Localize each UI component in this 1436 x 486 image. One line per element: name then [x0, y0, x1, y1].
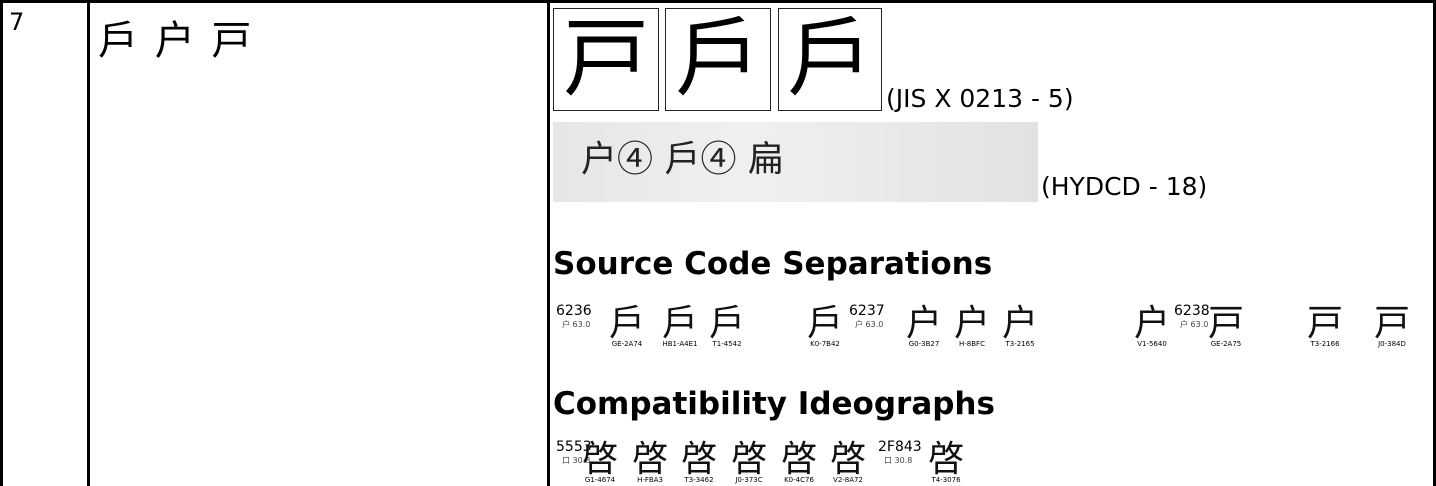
glyph-source: J0-373C [735, 476, 763, 484]
glyph-source: H-FBA3 [637, 476, 663, 484]
glyph: 啓 [927, 439, 965, 480]
group-radical: 口 30.8 [884, 456, 913, 465]
group-radical: 户 63.0 [855, 320, 884, 329]
glyph: 啓 [730, 439, 768, 480]
glyph-source: G0-3B27 [908, 340, 940, 348]
group-radical: 户 63.0 [1180, 320, 1209, 329]
glyph: 户 [1001, 303, 1039, 344]
glyph: 啓 [631, 439, 669, 480]
row-number: 7 [9, 8, 25, 36]
group-code: 6236 [556, 303, 592, 319]
glyph-source: HB1-A4E1 [662, 340, 698, 348]
glyph: 啓 [680, 439, 718, 480]
glyph: 戶 [608, 303, 646, 344]
glyph-source: T1-4542 [712, 340, 742, 348]
glyph-source: GE-2A74 [611, 340, 643, 348]
table-border [0, 0, 1436, 3]
group-code: 5553 [556, 439, 592, 455]
group-code: 6237 [849, 303, 885, 319]
glyph-source: G1-4674 [584, 476, 616, 484]
glyph-source: T3-2165 [1005, 340, 1035, 348]
group-radical: 口 30.8 [562, 456, 591, 465]
glyph: 户 [953, 303, 991, 344]
section-heading: Source Code Separations [553, 246, 993, 282]
glyph: 啓 [581, 439, 619, 480]
jis-note: (JIS X 0213 - 5) [886, 84, 1074, 113]
glyph-source: K0-4C76 [784, 476, 814, 484]
glyph: 戶 [708, 303, 746, 344]
glyph-source: GE-2A75 [1210, 340, 1242, 348]
glyph: 啓 [829, 439, 867, 480]
group-code: 6238 [1174, 303, 1210, 319]
glyph: 戶 [806, 303, 844, 344]
hydcd-note: (HYDCD - 18) [1041, 172, 1208, 201]
variants: 戶 户 戸 [98, 18, 254, 64]
glyph-source: V1-5640 [1137, 340, 1167, 348]
section-heading: Compatibility Ideographs [553, 386, 995, 422]
glyph-source: H-8BFC [959, 340, 985, 348]
table-border [1433, 0, 1436, 486]
group-code: 2F843 [878, 439, 922, 455]
glyph: 啓 [780, 439, 818, 480]
glyph: 户 [905, 303, 943, 344]
table-border [87, 0, 90, 486]
glyph: 户 [1133, 303, 1171, 344]
group-radical: 户 63.0 [562, 320, 591, 329]
jis-glyph: 戶 [778, 8, 882, 111]
table-border [0, 0, 3, 486]
glyph: 戶 [661, 303, 699, 344]
glyph: 戸 [1373, 303, 1411, 344]
hydcd-scan: 户④ 戶④ 扁 [553, 122, 1038, 202]
glyph-source: K0-7B42 [810, 340, 840, 348]
glyph-source: T4-3076 [931, 476, 961, 484]
jis-glyph: 戶 [665, 8, 771, 111]
jis-glyph: 戸 [553, 8, 659, 111]
glyph-source: T3-2166 [1310, 340, 1340, 348]
glyph-source: J0-384D [1378, 340, 1406, 348]
glyph: 戸 [1207, 303, 1245, 344]
glyph: 戸 [1306, 303, 1344, 344]
glyph-source: V2-8A72 [833, 476, 863, 484]
glyph-source: T3-3462 [684, 476, 714, 484]
table-border [547, 0, 550, 486]
